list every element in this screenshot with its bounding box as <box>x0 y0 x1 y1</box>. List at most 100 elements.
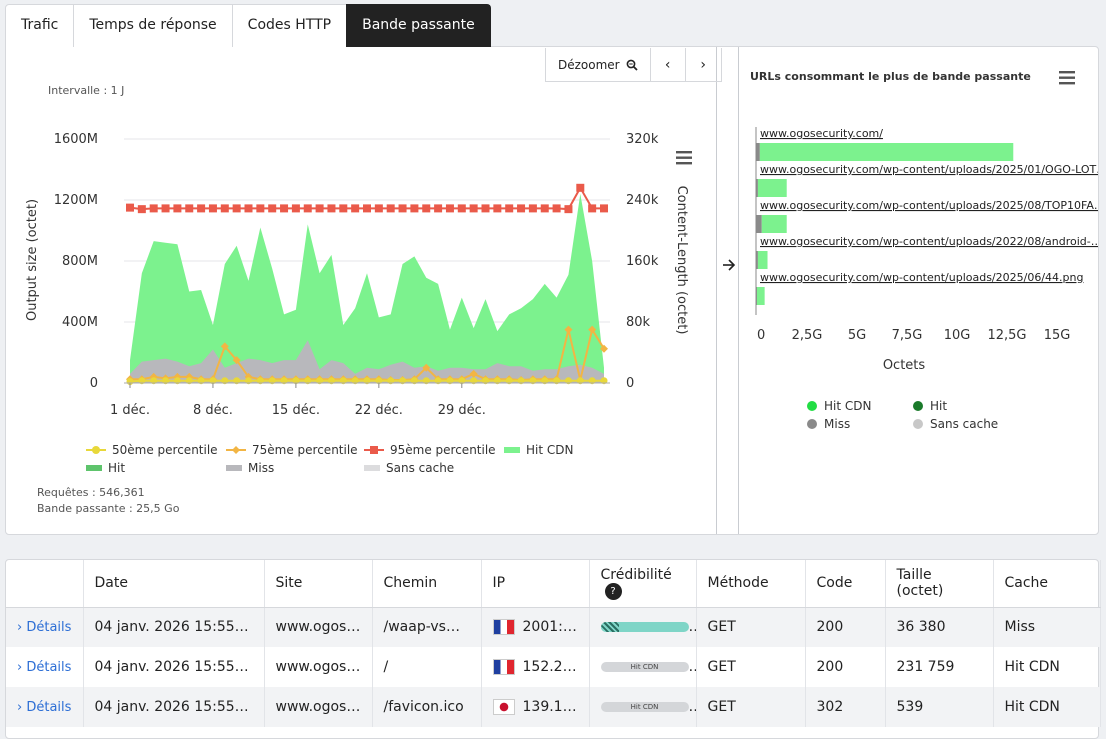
details-link[interactable]: › Détails <box>6 687 84 727</box>
column-header[interactable]: Code <box>805 560 886 608</box>
series-p95-point <box>410 204 419 213</box>
series-p50-point <box>576 377 584 385</box>
series-p75-point <box>220 342 229 351</box>
legend-item-p50[interactable]: 50ème percentile <box>86 443 218 457</box>
flag-france-icon <box>492 619 515 636</box>
table-row[interactable]: › Détails 04 janv. 2026 15:55:32 www.ogo… <box>6 607 1101 647</box>
y-tick-label-right: 320k <box>626 132 659 147</box>
series-p95-point <box>315 204 324 213</box>
details-label: Détails <box>26 700 72 715</box>
prev-period-button[interactable]: ‹ <box>651 48 686 81</box>
cell-ip: 152.2… <box>481 647 590 687</box>
right-chart-menu-icon[interactable] <box>1059 71 1075 85</box>
series-p50-point <box>493 377 501 385</box>
legend-label: Miss <box>248 461 275 475</box>
column-header[interactable]: IP <box>481 560 590 608</box>
series-p50-point <box>470 377 478 385</box>
legend-item-hit-cdn[interactable]: Hit CDN <box>806 399 871 413</box>
tab-trafic[interactable]: Trafic <box>5 4 75 47</box>
tab-temps-de-reponse[interactable]: Temps de réponse <box>73 4 233 47</box>
series-p95-point <box>505 204 514 213</box>
series-miss-area <box>130 340 604 383</box>
legend-item-miss[interactable]: Miss <box>806 417 850 431</box>
column-header[interactable]: Chemin <box>372 560 482 608</box>
legend-item-hit-cdn[interactable]: Hit CDN <box>504 443 573 457</box>
series-p50-point <box>482 377 489 385</box>
table-row[interactable]: › Détails 04 janv. 2026 15:55:30 www.ogo… <box>6 687 1101 727</box>
column-header[interactable]: Méthode <box>696 560 806 608</box>
bar-miss <box>756 179 758 197</box>
x-tick-label: 8 déc. <box>193 403 233 417</box>
series-p95-point <box>173 204 182 213</box>
series-p50-point <box>399 377 407 385</box>
y-tick-label-right: 240k <box>626 193 659 208</box>
legend-label: 75ème percentile <box>252 443 358 457</box>
legend-label: 50ème percentile <box>112 443 218 457</box>
url-label: www.ogosecurity.com/wp-content/uploads/2… <box>760 235 1098 248</box>
column-header[interactable]: Site <box>264 560 373 608</box>
legend-item-hit[interactable]: Hit <box>86 461 125 475</box>
details-link[interactable]: › Détails <box>6 607 84 647</box>
bar-miss <box>756 251 758 269</box>
column-header-credibilite[interactable]: Crédibilité? <box>589 560 697 608</box>
legend-item-sans-cache[interactable]: Sans cache <box>912 417 998 431</box>
chart-legend: 50ème percentile 75ème percentile 95ème … <box>6 443 706 479</box>
series-p95-point <box>374 204 383 213</box>
cell-size: 539 <box>885 687 994 727</box>
legend-item-sans-cache[interactable]: Sans cache <box>364 461 454 475</box>
cell-cache: Miss <box>993 607 1101 647</box>
series-p50-point <box>245 377 252 385</box>
series-p50-point <box>363 377 371 385</box>
series-p95-point <box>197 204 206 213</box>
series-p50-point <box>138 377 146 385</box>
series-hit-cdn-area <box>130 193 604 383</box>
legend-label: Hit <box>930 399 948 413</box>
legend-item-p75[interactable]: 75ème percentile <box>226 443 358 457</box>
legend-item-hit[interactable]: Hit <box>912 399 947 413</box>
request-log-table: Date Site Chemin IP Crédibilité? Méthode… <box>5 559 1101 739</box>
series-p50-point <box>446 377 454 385</box>
details-link[interactable]: › Détails <box>6 647 84 687</box>
series-p50-point <box>316 377 324 385</box>
ip-value: 139.1… <box>522 699 577 715</box>
x-tick-label: 1 déc. <box>110 403 150 417</box>
column-header[interactable]: Date <box>83 560 265 608</box>
cell-code: 200 <box>805 607 886 647</box>
credibility-label: Hit CDN <box>630 703 659 711</box>
series-p95-point <box>600 204 608 213</box>
column-header[interactable]: Taille (octet) <box>885 560 994 608</box>
legend-label: Hit <box>108 461 126 475</box>
tab-bande-passante[interactable]: Bande passante <box>346 4 491 47</box>
collapse-arrow-icon[interactable] <box>722 258 736 272</box>
legend-item-miss[interactable]: Miss <box>226 461 274 475</box>
cell-site: www.ogos… <box>264 647 373 687</box>
panel-divider <box>716 47 717 534</box>
flag-france-icon <box>492 659 515 675</box>
series-p95-point <box>434 204 443 213</box>
right-chart-legend: Hit CDN Hit Miss Sans cache <box>738 399 1098 435</box>
series-p50-point <box>458 377 466 385</box>
series-p50-point <box>588 377 596 385</box>
series-p50-point <box>268 377 276 385</box>
series-p50-point <box>150 377 158 385</box>
series-p50-point <box>553 377 561 385</box>
table-row[interactable]: › Détails 04 janv. 2026 15:55:31 www.ogo… <box>6 647 1101 687</box>
series-p50-point <box>280 377 288 385</box>
cell-site: www.ogos… <box>264 607 373 647</box>
help-icon[interactable]: ? <box>604 582 622 600</box>
legend-item-p95[interactable]: 95ème percentile <box>364 443 496 457</box>
series-p95-point <box>244 204 253 213</box>
next-period-button[interactable]: › <box>700 56 706 73</box>
menu-icon[interactable] <box>676 151 692 165</box>
legend-marker <box>226 446 246 454</box>
series-p95-point <box>564 205 573 214</box>
tab-codes-http[interactable]: Codes HTTP <box>231 4 348 47</box>
cell-cache: Hit CDN <box>993 687 1101 727</box>
series-p95-point <box>398 204 407 213</box>
dezoom-button[interactable]: Dézoomer <box>546 48 651 81</box>
x-tick-label: 10G <box>944 328 971 343</box>
series-p95-point <box>339 204 348 213</box>
column-header[interactable]: Cache <box>993 560 1101 608</box>
series-p50-point <box>221 377 229 385</box>
series-p50-point <box>351 377 359 385</box>
